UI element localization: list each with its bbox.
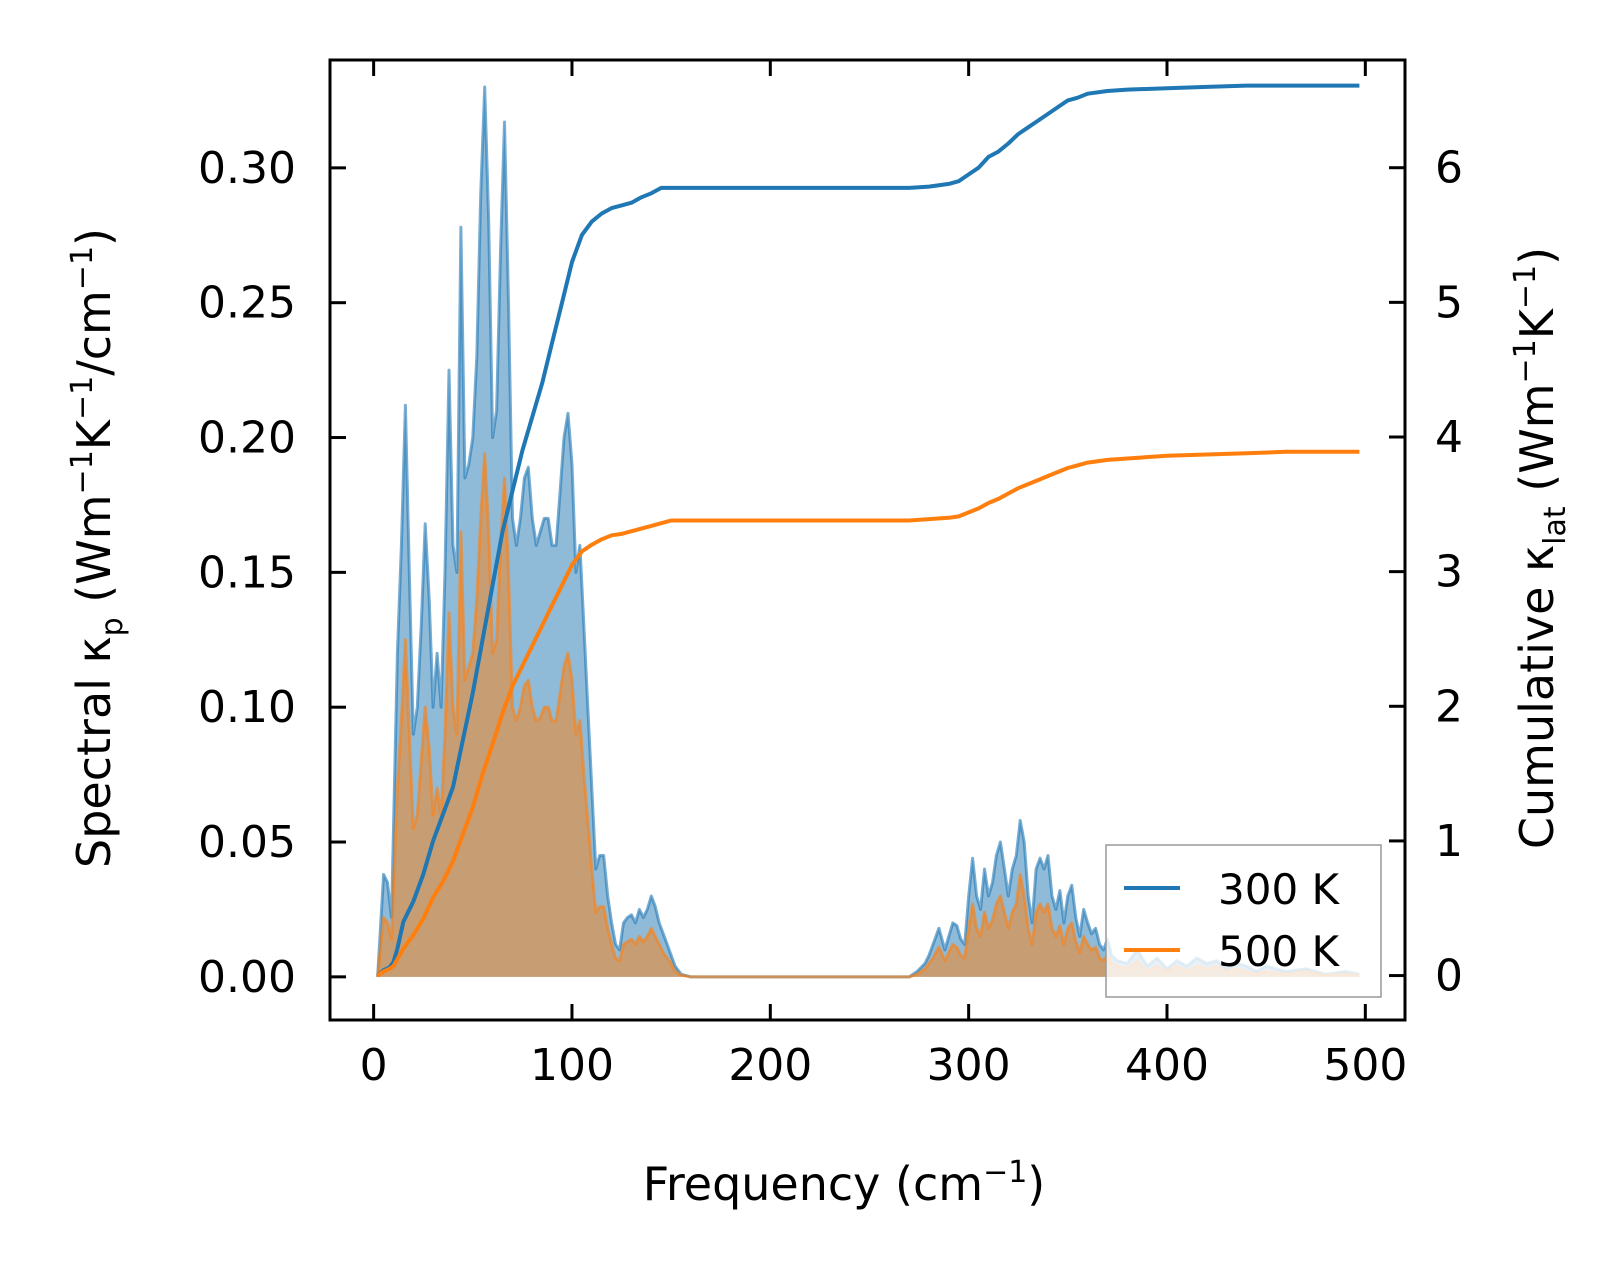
y-right-tick-label: 5 (1435, 277, 1463, 328)
spectral-line-500k (376, 452, 1360, 979)
y-right-tick-label: 1 (1435, 816, 1463, 867)
y-right-tick-label: 6 (1435, 143, 1463, 194)
y-left-tick-label: 0.25 (198, 278, 296, 329)
y-left-tick-label: 0.10 (198, 682, 296, 733)
y-right-tick-label: 4 (1435, 412, 1463, 463)
y-left-tick-label: 0.15 (198, 547, 296, 598)
y-left-tick-label: 0.00 (198, 952, 296, 1003)
legend-box (1105, 844, 1382, 998)
x-tick-label: 0 (360, 1040, 388, 1091)
cumulative-lines (376, 83, 1360, 978)
x-axis-label: Frequency (cm−1) (643, 1155, 1046, 1211)
x-tick-label: 500 (1323, 1040, 1407, 1091)
x-tick-label: 100 (530, 1040, 614, 1091)
y-left-tick-label: 0.05 (198, 817, 296, 868)
x-tick-label: 300 (927, 1040, 1011, 1091)
y-axis-left-label: Spectral κp (Wm−1K−1/cm−1) (65, 228, 130, 868)
spectral-fills (376, 85, 1360, 979)
legend-label-300k: 300 K (1218, 865, 1341, 914)
y-left-tick-label: 0.20 (198, 413, 296, 464)
legend-label-500k: 500 K (1218, 927, 1341, 976)
y-axis-right-label: Cumulative κlat (Wm−1K−1) (1508, 247, 1573, 849)
y-right-tick-label: 3 (1435, 547, 1463, 598)
y-right-tick-label: 2 (1435, 681, 1463, 732)
x-tick-label: 400 (1125, 1040, 1209, 1091)
cumulative-line-300k (376, 83, 1360, 978)
y-right-tick-label: 0 (1435, 951, 1463, 1002)
legend: 300 K 500 K (1105, 844, 1382, 998)
axis-ticks: 0 100 200 300 400 500 0.00 0.05 0.10 0.15 0.20 0.25… (198, 60, 1463, 1091)
y-left-tick-label: 0.30 (198, 143, 296, 194)
plot-frame (328, 58, 1407, 1022)
x-tick-label: 200 (728, 1040, 812, 1091)
cumulative-line-500k (376, 449, 1360, 978)
spectral-line-300k (376, 85, 1360, 979)
